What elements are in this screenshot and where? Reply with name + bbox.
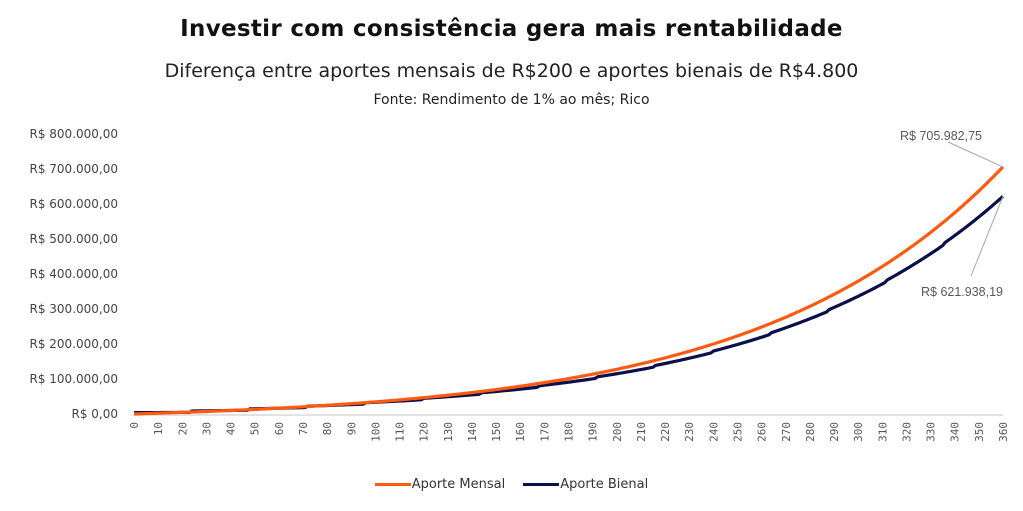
series-group	[133, 165, 1005, 416]
y-tick-label: R$ 500.000,00	[30, 232, 119, 246]
legend-swatch-aporte-bienal	[523, 483, 560, 486]
y-tick-label: R$ 300.000,00	[30, 302, 119, 316]
x-tick-label: 190	[587, 422, 600, 442]
x-tick-label: 300	[852, 422, 865, 442]
legend-item-aporte-mensal[interactable]: Aporte Mensal	[374, 477, 506, 492]
chart-source: Fonte: Rendimento de 1% ao mês; Rico	[373, 92, 650, 108]
x-tick-label: 10	[152, 422, 165, 435]
y-tick-label: R$ 100.000,00	[30, 372, 119, 386]
x-tick-label: 150	[490, 422, 503, 442]
legend: Aporte Mensal Aporte Bienal	[0, 477, 1023, 492]
x-tick-label: 310	[876, 422, 889, 442]
x-tick-label: 20	[176, 422, 189, 435]
data-label-aporte-mensal: R$ 705.982,75	[900, 129, 982, 143]
x-tick-label: 140	[466, 422, 479, 442]
x-tick-label: 70	[297, 422, 310, 435]
x-tick-label: 250	[731, 422, 744, 442]
x-tick-label: 350	[973, 422, 986, 442]
y-tick-label: R$ 0,00	[71, 407, 118, 421]
x-tick-label: 110	[394, 422, 407, 442]
data-label-aporte-bienal: R$ 621.938,19	[921, 285, 1003, 299]
x-tick-label: 240	[707, 422, 720, 442]
x-tick-label: 170	[538, 422, 551, 442]
x-tick-label: 200	[611, 422, 624, 442]
y-tick-label: R$ 800.000,00	[30, 127, 119, 141]
x-tick-label: 0	[128, 422, 141, 429]
x-tick-label: 320	[900, 422, 913, 442]
x-tick-label: 290	[828, 422, 841, 442]
legend-label-aporte-bienal: Aporte Bienal	[560, 477, 649, 492]
x-tick-label: 210	[635, 422, 648, 442]
x-tick-label: 40	[225, 422, 238, 435]
y-tick-label: R$ 600.000,00	[30, 197, 119, 211]
x-tick-label: 340	[949, 422, 962, 442]
x-tick-label: 180	[563, 422, 576, 442]
x-tick-label: 230	[683, 422, 696, 442]
x-tick-label: 60	[273, 422, 286, 435]
x-axis: 0 10 20 30 40 50 60 70 80 90 100 110 120 130 140 150 160…	[128, 422, 1010, 442]
series-line-aporte-mensal	[133, 165, 1005, 416]
x-tick-label: 220	[659, 422, 672, 442]
x-tick-label: 50	[249, 422, 262, 435]
x-tick-label: 80	[321, 422, 334, 435]
legend-label-aporte-mensal: Aporte Mensal	[411, 477, 506, 492]
legend-swatch-aporte-mensal	[374, 483, 411, 486]
x-tick-label: 270	[780, 422, 793, 442]
chart-subtitle: Diferença entre aportes mensais de R$200…	[164, 60, 859, 82]
x-tick-label: 160	[514, 422, 527, 442]
y-tick-label: R$ 700.000,00	[30, 162, 119, 176]
leader-line-aporte-bienal	[970, 196, 1004, 277]
annotations: R$ 705.982,75 R$ 621.938,19	[900, 129, 1004, 299]
x-tick-label: 130	[442, 422, 455, 442]
x-tick-label: 360	[997, 422, 1010, 442]
x-tick-label: 330	[925, 422, 938, 442]
x-tick-label: 30	[200, 422, 213, 435]
y-tick-label: R$ 200.000,00	[30, 337, 119, 351]
x-tick-label: 100	[369, 422, 382, 442]
x-tick-label: 280	[804, 422, 817, 442]
y-tick-label: R$ 400.000,00	[30, 267, 119, 281]
x-tick-label: 90	[345, 422, 358, 435]
x-tick-label: 120	[418, 422, 431, 442]
x-tick-label: 260	[756, 422, 769, 442]
legend-item-aporte-bienal[interactable]: Aporte Bienal	[523, 477, 648, 492]
leader-line-aporte-mensal	[947, 141, 1004, 168]
chart-title: Investir com consistência gera mais rent…	[180, 16, 843, 42]
y-axis: R$ 0,00 R$ 100.000,00 R$ 200.000,00 R$ 300.…	[30, 127, 119, 421]
